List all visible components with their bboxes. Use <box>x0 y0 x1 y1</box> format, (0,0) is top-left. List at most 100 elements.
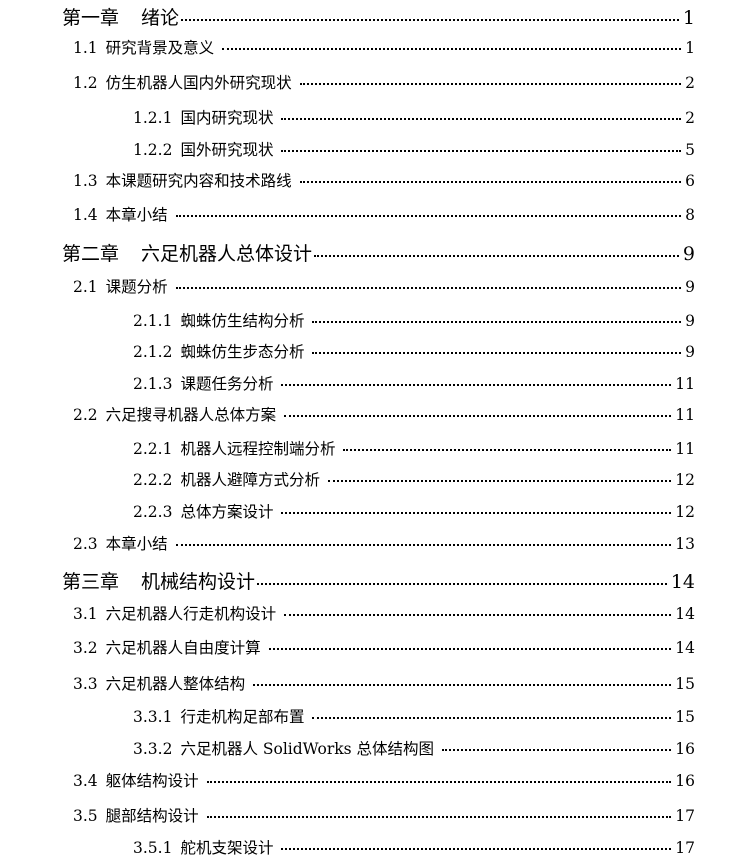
toc-entry[interactable]: 3.3.1 行走机构足部布置 15 <box>0 705 695 727</box>
toc-entry[interactable]: 2.3 本章小结 13 <box>0 532 695 554</box>
toc-entry[interactable]: 2.1.3 课题任务分析 11 <box>0 372 695 394</box>
toc-entry-number: 3.5 <box>73 807 98 825</box>
toc-entry-number: 1.3 <box>73 172 98 190</box>
dot-leader <box>281 150 682 152</box>
toc-entry[interactable]: 3.3.2 六足机器人 SolidWorks 总体结构图 16 <box>0 737 695 759</box>
toc-entry-number: 第一章 <box>62 7 120 29</box>
toc-entry[interactable]: 1.3 本课题研究内容和技术路线 6 <box>0 169 695 191</box>
toc-entry-number: 1.4 <box>73 206 98 224</box>
toc-entry-page: 1 <box>682 7 695 29</box>
toc-entry-page: 8 <box>685 206 695 224</box>
dot-leader <box>312 321 682 323</box>
toc-entry-number: 2.2.3 <box>133 503 173 521</box>
toc-entry-page: 14 <box>675 605 695 623</box>
toc-entry-page: 9 <box>685 343 695 361</box>
toc-entry-number: 2.1.2 <box>133 343 173 361</box>
dot-leader <box>442 749 672 751</box>
toc-entry[interactable]: 1.2.2 国外研究现状 5 <box>0 138 695 160</box>
dot-leader <box>284 614 672 616</box>
toc-entry-number: 2.3 <box>73 535 98 553</box>
toc-entry-title: 本章小结 <box>105 535 168 553</box>
toc-entry-title: 本章小结 <box>105 206 168 224</box>
toc-entry[interactable]: 3.5 腿部结构设计 17 <box>0 804 695 826</box>
toc-entry-title: 本课题研究内容和技术路线 <box>105 172 292 190</box>
toc-entry-title: 六足机器人整体结构 <box>105 675 246 693</box>
toc-entry[interactable]: 2.2 六足搜寻机器人总体方案 11 <box>0 403 695 425</box>
toc-entry-page: 15 <box>675 675 695 693</box>
toc-entry[interactable]: 1.2.1 国内研究现状 2 <box>0 106 695 128</box>
toc-entry-page: 2 <box>685 109 695 127</box>
toc-entry-page: 11 <box>675 406 695 424</box>
toc-entry-title: 国内研究现状 <box>180 109 274 127</box>
toc-entry[interactable]: 1.1 研究背景及意义 1 <box>0 36 695 58</box>
dot-leader <box>206 781 672 783</box>
toc-entry[interactable]: 2.2.1 机器人远程控制端分析 11 <box>0 437 695 459</box>
toc-entry[interactable]: 3.4 躯体结构设计 16 <box>0 769 695 791</box>
toc-entry-title: 六足机器人 SolidWorks 总体结构图 <box>180 740 435 758</box>
dot-leader <box>314 255 679 257</box>
toc-entry-page: 9 <box>685 312 695 330</box>
toc-entry-page: 11 <box>675 375 695 393</box>
toc-entry[interactable]: 2.2.2 机器人避障方式分析 12 <box>0 468 695 490</box>
toc-entry[interactable]: 1.2 仿生机器人国内外研究现状 2 <box>0 71 695 93</box>
toc-entry-page: 15 <box>675 708 695 726</box>
toc-entry-number: 3.3.1 <box>133 708 173 726</box>
toc-entry-page: 2 <box>685 74 695 92</box>
toc-entry-page: 17 <box>675 839 695 857</box>
toc-entry-title: 国外研究现状 <box>180 141 274 159</box>
toc-entry-number: 3.1 <box>73 605 98 623</box>
toc-entry-page: 6 <box>685 172 695 190</box>
toc-entry-title: 机械结构设计 <box>141 571 256 593</box>
dot-leader <box>222 48 682 50</box>
toc-entry-page: 12 <box>675 471 695 489</box>
dot-leader <box>281 848 672 850</box>
toc-entry[interactable]: 第二章 六足机器人总体设计 9 <box>0 239 695 266</box>
toc-entry[interactable]: 2.1.2 蜘蛛仿生步态分析 9 <box>0 340 695 362</box>
toc-entry[interactable]: 1.4 本章小结 8 <box>0 203 695 225</box>
toc-entry-title: 总体方案设计 <box>180 503 274 521</box>
dot-leader <box>257 583 667 585</box>
dot-leader <box>299 181 682 183</box>
toc-entry[interactable]: 2.2.3 总体方案设计 12 <box>0 500 695 522</box>
toc-entry[interactable]: 第一章 绪论 1 <box>0 3 695 30</box>
toc-entry-number: 3.3 <box>73 675 98 693</box>
toc-entry-title: 机器人远程控制端分析 <box>180 440 336 458</box>
toc-entry-page: 14 <box>675 639 695 657</box>
toc-entry-number: 2.2.1 <box>133 440 173 458</box>
toc-entry-number: 3.5.1 <box>133 839 173 857</box>
toc-entry-page: 14 <box>670 571 695 593</box>
dot-leader <box>281 512 672 514</box>
toc-entry[interactable]: 第三章 机械结构设计 14 <box>0 567 695 594</box>
toc-entry[interactable]: 3.1 六足机器人行走机构设计 14 <box>0 602 695 624</box>
toc-entry-title: 六足机器人行走机构设计 <box>105 605 277 623</box>
dot-leader <box>253 684 672 686</box>
toc-entry-page: 13 <box>675 535 695 553</box>
dot-leader <box>327 480 672 482</box>
toc-entry-number: 2.2 <box>73 406 98 424</box>
dot-leader <box>281 118 682 120</box>
toc-entry-title: 机器人避障方式分析 <box>180 471 320 489</box>
toc-entry-title: 六足机器人自由度计算 <box>105 639 261 657</box>
toc-entry-title: 绪论 <box>141 7 180 29</box>
toc-entry-number: 2.1.3 <box>133 375 173 393</box>
toc-entry-number: 3.3.2 <box>133 740 173 758</box>
toc-entry-title: 课题分析 <box>105 278 168 296</box>
toc-entry[interactable]: 3.3 六足机器人整体结构 15 <box>0 672 695 694</box>
dot-leader <box>284 415 672 417</box>
toc-entry-number: 2.1.1 <box>133 312 173 330</box>
toc-entry[interactable]: 2.1.1 蜘蛛仿生结构分析 9 <box>0 309 695 331</box>
toc-entry[interactable]: 2.1 课题分析 9 <box>0 275 695 297</box>
toc-entry-number: 第二章 <box>62 243 120 265</box>
toc-entry-number: 2.2.2 <box>133 471 173 489</box>
dot-leader <box>268 648 672 650</box>
toc-entry[interactable]: 3.2 六足机器人自由度计算 14 <box>0 636 695 658</box>
toc-entry-number: 3.4 <box>73 772 98 790</box>
toc-entry[interactable]: 3.5.1 舵机支架设计 17 <box>0 836 695 858</box>
toc-entry-title: 六足机器人总体设计 <box>141 243 313 265</box>
dot-leader <box>299 83 682 85</box>
toc-entry-number: 2.1 <box>73 278 98 296</box>
dot-leader <box>312 717 672 719</box>
dot-leader <box>343 449 672 451</box>
toc-entry-page: 17 <box>675 807 695 825</box>
toc-entry-title: 躯体结构设计 <box>105 772 199 790</box>
